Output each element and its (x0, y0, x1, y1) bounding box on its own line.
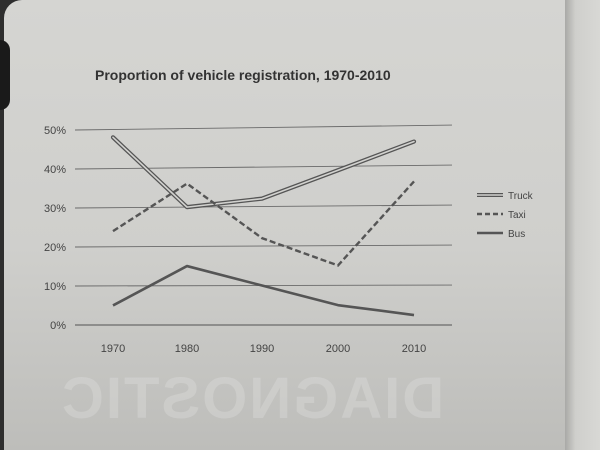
legend-label: Truck (508, 191, 534, 202)
y-tick-label: 10% (44, 281, 66, 293)
y-tick-label: 50% (44, 125, 66, 137)
x-tick-label: 2010 (402, 343, 426, 355)
x-tick-label: 1990 (250, 343, 274, 355)
x-tick-label: 2000 (326, 343, 350, 355)
y-tick-label: 40% (44, 164, 66, 176)
legend-label: Taxi (508, 210, 526, 221)
legend-item-taxi: Taxi (477, 210, 526, 221)
grid-lines (74, 124, 453, 326)
book-page (4, 0, 582, 450)
series-bus-line (112, 264, 415, 317)
x-axis-ticks: 1970 1980 1990 2000 2010 (101, 343, 426, 355)
grid-line (74, 244, 453, 248)
y-tick-label: 20% (44, 242, 66, 254)
y-axis-ticks: 0% 10% 20% 30% 40% 50% (44, 125, 66, 332)
y-tick-label: 30% (44, 203, 66, 215)
series-truck-line (110, 135, 417, 210)
grid-line (74, 164, 453, 170)
legend-label: Bus (508, 229, 525, 240)
y-tick-label: 0% (50, 320, 66, 332)
book-binding-shadow (0, 40, 10, 110)
series-lines (110, 135, 417, 317)
watermark-text: DIAGNOSTIC (60, 366, 445, 431)
legend-item-truck: Truck (477, 191, 534, 202)
chart-title: Proportion of vehicle registration, 1970… (95, 67, 391, 83)
grid-line (74, 204, 453, 209)
series-taxi-line (112, 180, 415, 267)
grid-line (74, 124, 453, 131)
legend-item-bus: Bus (477, 229, 525, 240)
page-edge-shadow (565, 0, 600, 450)
x-tick-label: 1970 (101, 343, 125, 355)
legend: Truck Taxi Bus (477, 191, 534, 240)
x-tick-label: 1980 (175, 343, 199, 355)
